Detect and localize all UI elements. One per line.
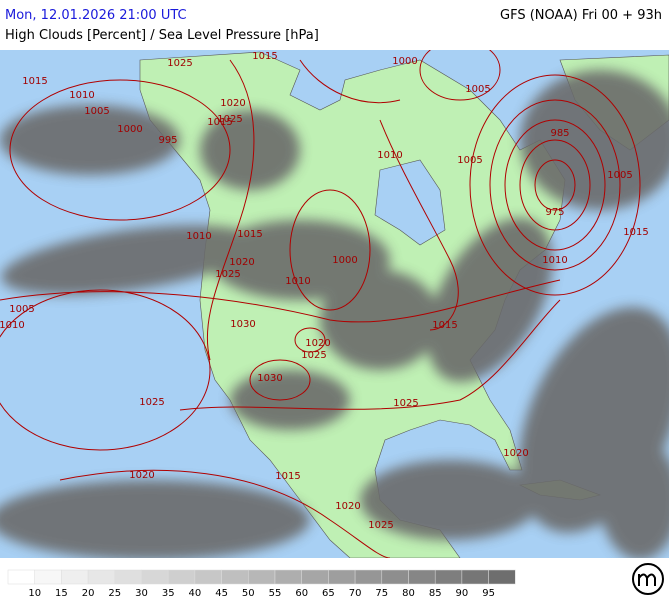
legend-tick-label: 30	[135, 588, 148, 599]
legend-tick-label: 25	[108, 588, 121, 599]
legend-tick-label: 95	[482, 588, 495, 599]
isobar-label: 1010	[285, 276, 310, 287]
isobar-label: 1005	[9, 304, 34, 315]
logo	[632, 563, 664, 595]
legend-tick-label: 65	[322, 588, 335, 599]
isobar-label: 1020	[229, 257, 254, 268]
isobar-label: 1025	[393, 398, 418, 409]
legend-box	[328, 569, 356, 585]
legend-tick-label: 85	[429, 588, 442, 599]
legend-box	[141, 569, 169, 585]
isobar-label: 1010	[0, 320, 25, 331]
legend-box	[488, 569, 516, 585]
legend-box	[114, 569, 142, 585]
isobar-label: 1020	[129, 470, 154, 481]
hudson-bay	[374, 159, 446, 246]
legend-box	[61, 569, 89, 585]
legend-tick-label: 40	[189, 588, 202, 599]
isobars	[0, 50, 641, 558]
isobar-label: 1025	[217, 114, 242, 125]
legend-tick-label: 15	[55, 588, 68, 599]
legend-box	[221, 569, 249, 585]
isobar-label: 1000	[117, 124, 142, 135]
legend-box	[408, 569, 436, 585]
isobar-label: 995	[158, 135, 177, 146]
isobar-label: 1000	[332, 255, 357, 266]
legend-tick-label: 60	[295, 588, 308, 599]
isobar-label: 1005	[607, 170, 632, 181]
isobar-label: 1020	[305, 338, 330, 349]
legend-box	[194, 569, 222, 585]
legend-box	[461, 569, 489, 585]
legend-tick-label: 10	[28, 588, 41, 599]
date: Mon, 12.01.2026 21:00 UTC	[5, 8, 187, 23]
isobar-label: 1025	[139, 397, 164, 408]
legend-box	[381, 569, 409, 585]
legend-tick-label: 35	[162, 588, 175, 599]
isobar-label: 1030	[230, 319, 255, 330]
legend-tick-label: 55	[269, 588, 282, 599]
isobar-label: 1030	[257, 373, 282, 384]
isobar-label: 985	[550, 128, 569, 139]
model-run: GFS (NOAA) Fri 00 + 93h	[500, 8, 662, 23]
isobar-label: 1015	[237, 229, 262, 240]
legend: 10 15 20 25 30 35 40 45 50 55 60 65 70 75 80 85 90 95	[7, 569, 516, 599]
legend-tick-label: 45	[215, 588, 228, 599]
isobar-label: 1005	[84, 106, 109, 117]
legend-tick-label: 20	[82, 588, 95, 599]
legend-tick-label: 80	[402, 588, 415, 599]
isobar-label: 1015	[623, 227, 648, 238]
isobar-label: 1015	[432, 320, 457, 331]
isobar-label: 1010	[377, 150, 402, 161]
legend-box	[34, 569, 62, 585]
legend-box	[167, 569, 196, 585]
legend-tick-label: 90	[456, 588, 469, 599]
legend-box	[7, 569, 35, 585]
legend-box	[301, 569, 329, 585]
isobar-label: 1025	[301, 350, 326, 361]
isobar-label: 1005	[465, 84, 490, 95]
isobar-label: 1015	[275, 471, 300, 482]
isobar-label: 1025	[167, 58, 192, 69]
isobar-label: 1020	[335, 501, 360, 512]
isobar-label: 1025	[215, 269, 240, 280]
legend-box	[354, 569, 383, 585]
legend-box	[87, 569, 116, 585]
map-title: High Clouds [Percent] / Sea Level Pressu…	[5, 28, 319, 43]
isobar-label: 1010	[186, 231, 211, 242]
isobar-label: 1025	[368, 520, 393, 531]
legend-tick-label: 50	[242, 588, 255, 599]
clouds	[0, 70, 669, 558]
isobar-label: 1000	[392, 56, 417, 67]
isobar-label: 1015	[207, 117, 232, 128]
legend-box	[274, 569, 302, 585]
legend-box	[434, 569, 463, 585]
isobar-label: 1010	[69, 90, 94, 101]
legend-tick-label: 70	[349, 588, 362, 599]
isobar-label: 1010	[542, 255, 567, 266]
isobar-label: 1015	[252, 51, 277, 62]
isobar-label: 975	[545, 207, 564, 218]
isobar-label: 1020	[503, 448, 528, 459]
isobar-label: 1005	[457, 155, 482, 166]
legend-tick-label: 75	[375, 588, 388, 599]
isobar-label: 1020	[220, 98, 245, 109]
isobar-label: 1015	[22, 76, 47, 87]
legend-box	[248, 569, 276, 585]
